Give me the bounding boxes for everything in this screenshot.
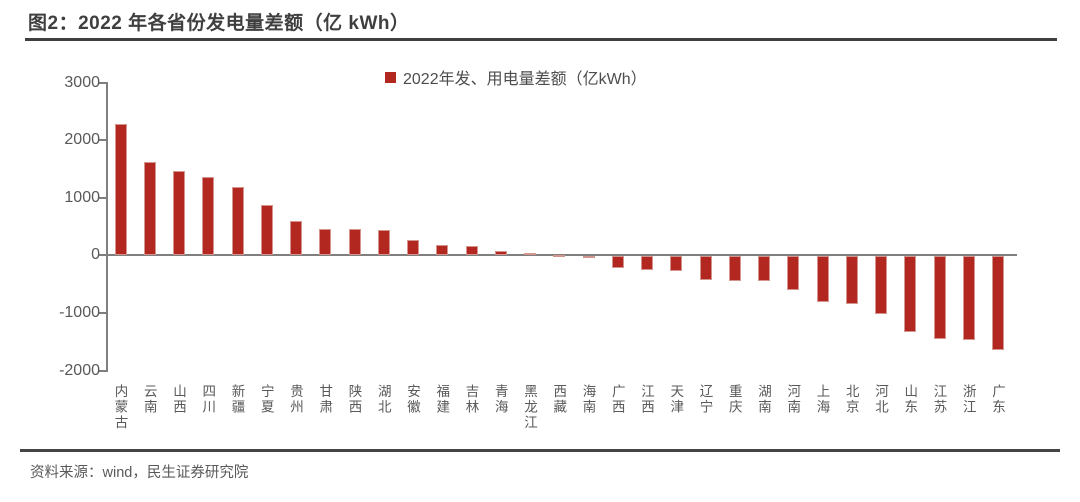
bar	[582, 256, 595, 259]
x-axis-label: 甘肃	[317, 383, 333, 415]
bar	[670, 256, 683, 272]
bar	[553, 254, 566, 257]
source-note: 资料来源：wind，民生证券研究院	[30, 465, 249, 481]
x-axis-label: 安徽	[405, 383, 420, 415]
bar	[260, 205, 273, 256]
x-axis-label: 吉林	[463, 383, 479, 415]
bar	[143, 161, 156, 256]
plot-area: 3000 2000 1000 0 -1000 -2000 内蒙古 云南 山西 四川 新疆 宁夏 贵州 甘肃…	[59, 73, 1017, 431]
x-axis-label: 宁夏	[258, 383, 274, 415]
bar	[494, 250, 507, 256]
bar	[524, 252, 536, 256]
x-axis-label: 云南	[141, 383, 157, 415]
bar	[787, 256, 800, 291]
y-tick-label: 2000	[64, 131, 100, 149]
x-axis-label: 内蒙古	[112, 383, 128, 431]
x-axis-label: 上海	[814, 383, 830, 415]
bar	[875, 256, 887, 314]
bar	[377, 229, 390, 256]
x-axis-label: 江苏	[931, 383, 947, 415]
x-axis-label: 山东	[902, 383, 918, 415]
x-axis-label: 天津	[668, 383, 684, 415]
x-axis-label: 重庆	[726, 383, 742, 415]
x-axis-label: 广东	[990, 383, 1005, 415]
x-axis-label: 江西	[639, 383, 654, 415]
x-axis-label: 西藏	[551, 383, 567, 415]
x-axis-label: 河南	[785, 383, 801, 415]
bar	[290, 221, 302, 256]
bar	[407, 239, 419, 256]
x-axis-label: 河北	[873, 383, 888, 415]
bar	[962, 256, 975, 340]
bar	[231, 186, 244, 256]
x-axis-label: 海南	[580, 383, 596, 415]
x-axis-label: 四川	[200, 383, 216, 415]
x-axis-label: 陕西	[346, 383, 362, 415]
footer-rule	[20, 449, 1060, 452]
bar	[114, 123, 127, 256]
bar	[816, 256, 829, 302]
x-axis-label: 青海	[492, 383, 508, 415]
y-tick-label: 3000	[64, 73, 100, 91]
bar	[728, 256, 741, 281]
x-axis-label: 浙江	[960, 383, 976, 415]
y-tick-label: -2000	[59, 361, 100, 379]
y-axis-line	[106, 82, 108, 372]
bar	[202, 176, 215, 256]
figure-title: 图2：2022 年各省份发电量差额（亿 kWh）	[28, 13, 410, 34]
bar	[933, 256, 946, 339]
legend-marker-icon	[385, 71, 396, 83]
y-tick-mark	[99, 81, 106, 84]
y-tick-mark	[99, 254, 106, 257]
x-axis-label: 贵州	[288, 383, 303, 415]
legend-label: 2022年发、用电量差额（亿kWh）	[403, 71, 647, 88]
x-axis-label: 湖南	[756, 383, 771, 415]
x-axis-label: 广西	[609, 383, 625, 415]
x-axis-label: 湖北	[375, 383, 391, 415]
bar	[992, 256, 1004, 351]
x-axis-label: 辽宁	[697, 383, 713, 415]
bar	[436, 244, 449, 256]
bar	[173, 170, 185, 256]
x-axis-label: 北京	[843, 383, 859, 415]
chart-legend: 2022年发、用电量差额（亿kWh）	[385, 65, 647, 89]
y-tick-mark	[99, 369, 106, 372]
y-tick-mark	[99, 196, 106, 199]
x-axis-label: 黑龙江	[522, 383, 537, 431]
title-underline	[25, 38, 1057, 41]
bar	[845, 256, 858, 304]
y-tick-label: -1000	[59, 303, 100, 321]
bar	[758, 256, 770, 282]
bar	[348, 229, 361, 256]
bar	[904, 256, 917, 332]
x-axis-label: 山西	[171, 383, 186, 415]
bar	[641, 256, 653, 271]
bar	[319, 228, 332, 256]
x-axis-label: 福建	[434, 383, 450, 415]
y-tick-label: 0	[91, 246, 100, 264]
y-tick-mark	[99, 311, 106, 314]
bar	[699, 256, 712, 281]
y-tick-mark	[99, 139, 106, 142]
x-axis-label: 新疆	[229, 383, 245, 415]
bar	[611, 256, 624, 269]
bar	[465, 246, 478, 256]
y-tick-label: 1000	[64, 188, 100, 206]
